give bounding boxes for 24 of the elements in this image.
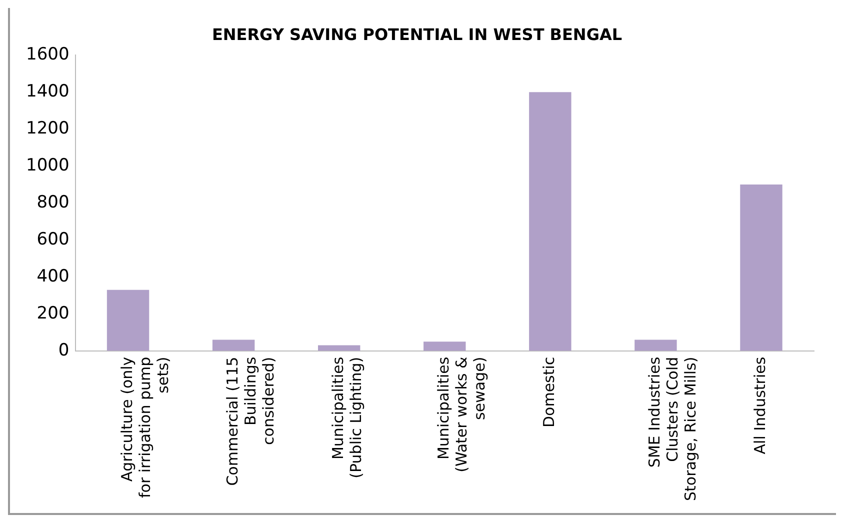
y-tick-label: 400 [36,266,70,286]
y-tick-label: 1400 [26,82,70,102]
bar [318,345,360,351]
bar [529,92,572,351]
bar [212,340,255,351]
y-tick-label: 0 [58,340,70,360]
x-tick-label: Domestic [540,356,558,428]
y-tick-label: 1000 [26,155,70,176]
bar [740,184,782,351]
x-tick-label: Municipalities (Water works & sewage) [434,356,489,472]
y-tick-label: 600 [36,229,70,250]
bar [424,342,466,351]
x-tick-label: SME Industries Clusters (Cold Storage, Rice Mills) [646,356,700,501]
y-tick-label: 800 [36,192,70,212]
x-tick-label: Agriculture (only for irrigation pump sets) [118,356,172,498]
bar [106,290,150,351]
y-tick-label: 1200 [26,118,70,139]
x-tick-label: Municipalities (Public Lighting) [328,356,365,478]
bar [634,340,677,351]
x-tick-label: All Industries [751,356,770,454]
y-tick-label: 1600 [26,44,70,65]
chart-title: ENERGY SAVING POTENTIAL IN WEST BENGAL [212,24,622,44]
x-tick-label: Commercial (115 Buildings considered) [223,356,278,486]
y-tick-label: 200 [36,303,70,324]
